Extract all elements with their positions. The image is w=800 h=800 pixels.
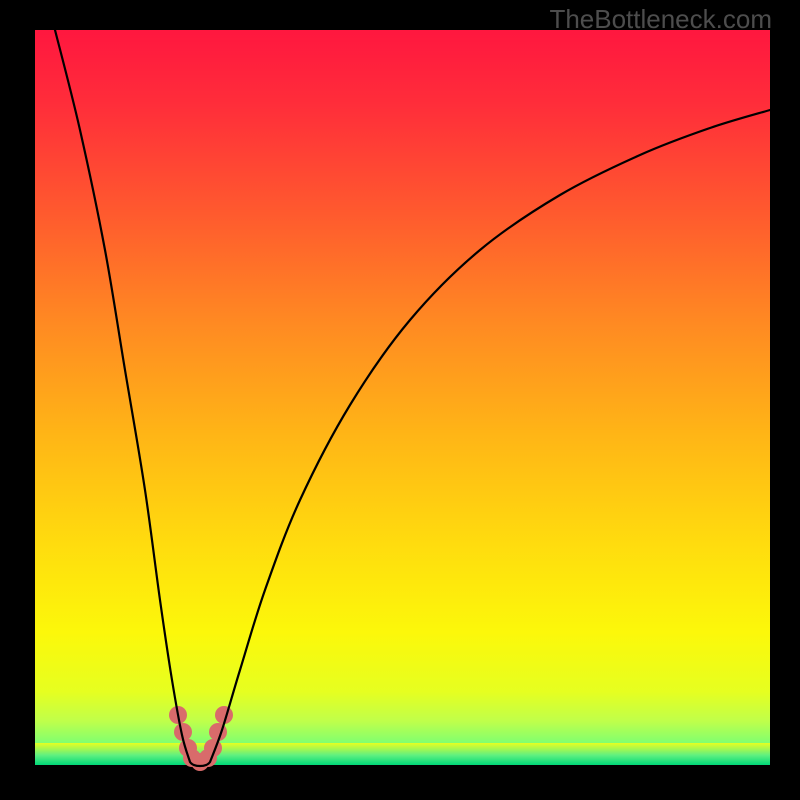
watermark-text: TheBottleneck.com: [549, 4, 772, 35]
chart-container: TheBottleneck.com: [0, 0, 800, 800]
bottleneck-curve: [55, 30, 770, 766]
plot-svg: [0, 0, 800, 800]
